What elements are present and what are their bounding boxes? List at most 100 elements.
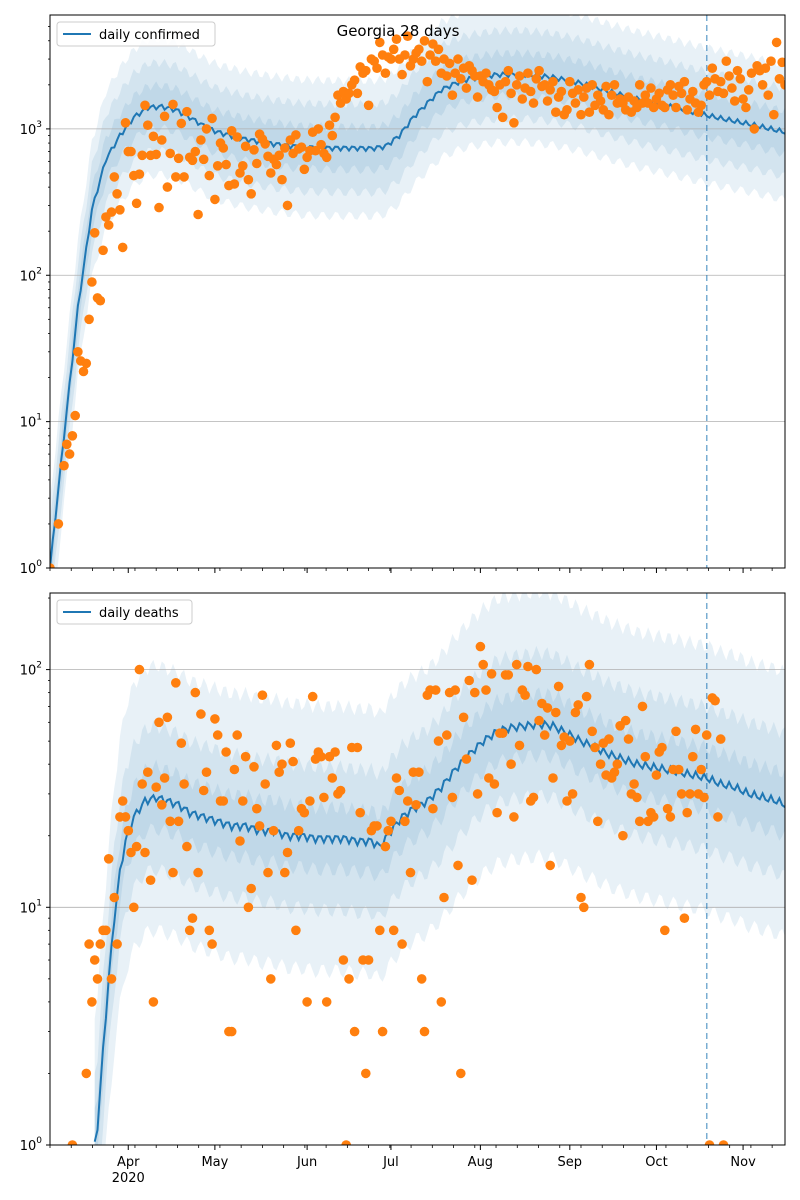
observed-point (151, 149, 161, 160)
observed-point (302, 997, 312, 1007)
observed-point (595, 96, 606, 106)
observed-point (115, 205, 125, 215)
observed-point (509, 812, 519, 822)
observed-point (774, 74, 785, 84)
observed-point (414, 767, 424, 777)
observed-point (478, 659, 489, 670)
observed-point (162, 712, 173, 723)
observed-point (738, 94, 748, 104)
observed-point (193, 867, 203, 878)
observed-point (349, 1026, 360, 1037)
observed-point (601, 81, 611, 92)
observed-point (486, 669, 497, 679)
observed-point (704, 90, 715, 100)
observed-point (718, 1140, 729, 1145)
observed-point (120, 812, 131, 822)
observed-point (528, 792, 539, 803)
observed-point (190, 146, 201, 157)
x-tick-label: Jun (296, 1155, 317, 1170)
observed-point (291, 925, 301, 936)
uncertainty-band-outer (94, 593, 785, 1145)
observed-point (207, 939, 217, 949)
observed-point (179, 779, 189, 789)
observed-point (103, 854, 114, 864)
observed-point (699, 792, 709, 803)
observed-point (517, 94, 528, 104)
observed-point (640, 90, 651, 100)
observed-point (556, 86, 567, 97)
observed-point (780, 80, 785, 90)
observed-point (260, 139, 271, 149)
observed-point (741, 102, 751, 113)
observed-point (414, 44, 424, 55)
observed-point (682, 105, 692, 115)
x-tick-label: May (201, 1155, 228, 1170)
observed-point (106, 207, 117, 217)
observed-point (534, 65, 544, 76)
observed-point (497, 728, 508, 738)
observed-point (324, 120, 335, 130)
observed-point (416, 974, 427, 984)
observed-point (618, 830, 628, 841)
observed-point (531, 664, 542, 675)
observed-point (472, 92, 483, 102)
observed-point (425, 50, 435, 60)
observed-point (442, 730, 452, 740)
observed-point (676, 789, 687, 799)
observed-point (715, 734, 726, 744)
observed-point (528, 98, 539, 108)
observed-point (461, 754, 472, 764)
observed-point (553, 681, 564, 692)
observed-point (148, 997, 159, 1007)
observed-point (567, 789, 578, 799)
observed-point (696, 764, 706, 775)
observed-point (148, 131, 159, 142)
observed-point (274, 767, 285, 777)
observed-point (453, 860, 463, 871)
observed-point (330, 112, 340, 123)
observed-point (436, 997, 447, 1007)
observed-point (497, 112, 508, 123)
observed-point (548, 76, 558, 87)
observed-point (634, 816, 645, 827)
observed-point (545, 860, 555, 871)
observed-point (453, 54, 463, 64)
observed-point (579, 902, 589, 913)
observed-point (226, 1026, 237, 1037)
observed-point (143, 120, 153, 130)
observed-point (173, 153, 184, 164)
observed-point (771, 37, 782, 48)
observed-point (402, 796, 413, 806)
x-tick-label: Jul (382, 1155, 399, 1170)
observed-point (226, 126, 237, 136)
observed-point (316, 751, 326, 762)
observed-point (361, 65, 371, 76)
observed-point (101, 925, 111, 936)
observed-point (763, 90, 773, 100)
observed-point (766, 56, 776, 66)
observed-point (391, 34, 402, 44)
observed-point (112, 189, 122, 199)
observed-point (131, 198, 142, 209)
observed-point (721, 56, 732, 66)
observed-point (511, 80, 522, 90)
observed-point (196, 709, 206, 719)
observed-point (632, 792, 642, 803)
observed-point (545, 85, 555, 95)
observed-point (637, 701, 648, 712)
observed-point (665, 80, 676, 90)
observed-point (109, 172, 120, 182)
observed-point (251, 158, 262, 169)
observed-point (375, 925, 385, 936)
observed-point (64, 449, 75, 459)
observed-point (50, 563, 55, 568)
observed-point (492, 807, 502, 818)
observed-point (165, 148, 175, 159)
observed-point (542, 96, 553, 106)
observed-point (232, 132, 242, 142)
observed-point (688, 751, 698, 762)
observed-point (232, 730, 242, 740)
observed-point (154, 717, 164, 728)
observed-point (506, 88, 516, 99)
observed-point (123, 825, 134, 836)
